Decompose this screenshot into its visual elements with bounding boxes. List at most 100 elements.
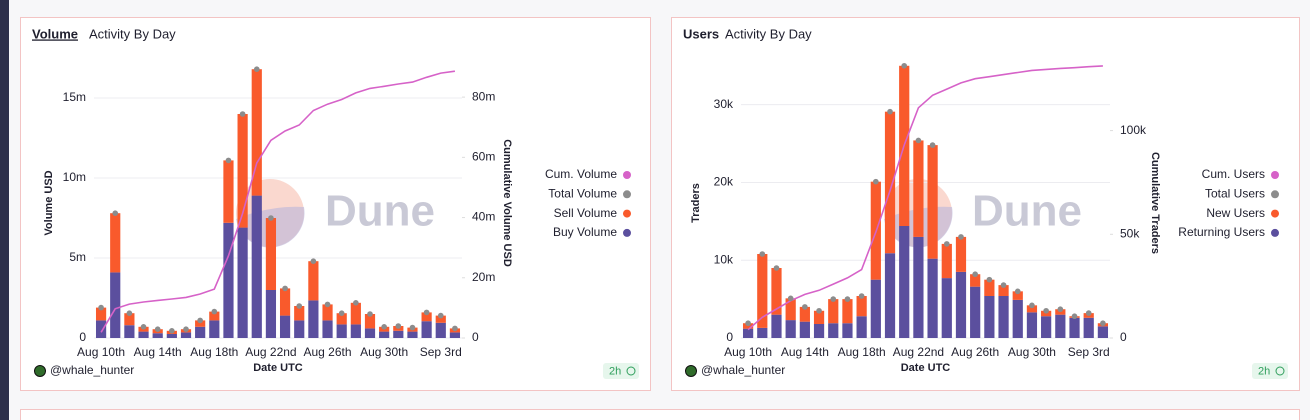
total-dot — [901, 62, 908, 69]
bar — [1097, 326, 1109, 338]
legend-swatch — [1271, 209, 1279, 218]
x-tick-label: Aug 30th — [1008, 345, 1056, 359]
bar — [998, 285, 1009, 296]
age-icon — [626, 366, 636, 376]
bar — [251, 69, 262, 196]
total-dot — [367, 311, 373, 317]
bar — [813, 324, 825, 338]
x-tick-label: Aug 30th — [360, 345, 408, 359]
bar — [955, 236, 967, 272]
age: 2h — [1258, 365, 1270, 377]
bar — [322, 304, 333, 321]
total-dot — [759, 251, 766, 257]
legend-swatch — [623, 190, 631, 199]
total-dot — [787, 295, 794, 302]
y-axis-title: Traders — [690, 183, 702, 223]
y-tick-label: 20k — [714, 175, 734, 189]
total-dot — [423, 309, 430, 316]
total-dot — [1057, 306, 1064, 313]
legend-label: New Users — [1206, 206, 1265, 220]
y-tick-label: 30k — [714, 97, 734, 111]
total-dot — [1000, 282, 1007, 288]
x-tick-label: Aug 10th — [77, 345, 125, 359]
total-dot — [381, 324, 387, 330]
watermark: Dune — [325, 187, 435, 236]
total-dot — [929, 142, 936, 148]
bar — [124, 325, 135, 338]
bar — [884, 111, 896, 254]
bar — [350, 302, 361, 325]
total-dot — [395, 323, 402, 329]
x-tick-label: Aug 22nd — [245, 345, 296, 359]
bar — [785, 298, 796, 321]
x-tick-label: Sep 3rd — [1068, 345, 1110, 359]
legend-label: Cum. Volume — [545, 167, 617, 181]
total-dot — [1085, 310, 1092, 316]
y-tick-label: 0 — [79, 330, 86, 344]
x-tick-label: Aug 26th — [951, 345, 999, 359]
x-axis-title: Date UTC — [253, 362, 303, 374]
bar — [124, 313, 135, 326]
bar — [970, 286, 981, 338]
total-dot — [887, 108, 893, 115]
bar — [251, 195, 262, 338]
y-axis-title: Volume USD — [43, 170, 55, 235]
legend-swatch — [623, 171, 631, 179]
bar — [771, 268, 782, 315]
watermark: Dune — [972, 187, 1082, 236]
chart-title: Volume — [32, 26, 78, 41]
bar — [95, 320, 107, 338]
legend-swatch — [623, 228, 631, 237]
bar — [955, 271, 967, 338]
bar — [1069, 317, 1080, 338]
bar — [308, 261, 319, 301]
bar — [279, 288, 291, 316]
bar — [407, 331, 418, 338]
y-tick-label: 15m — [63, 90, 86, 104]
bar — [421, 321, 432, 338]
y2-tick-label: 20m — [472, 270, 495, 284]
bar — [110, 272, 121, 338]
total-dot — [972, 271, 978, 278]
y-tick-label: 0 — [726, 330, 733, 344]
bar — [842, 299, 853, 324]
total-dot — [197, 317, 203, 324]
legend-swatch — [1271, 190, 1279, 199]
age: 2h — [609, 365, 621, 377]
bar — [970, 274, 981, 287]
y2-tick-label: 80m — [472, 89, 495, 103]
bar — [421, 312, 432, 322]
bar — [828, 323, 839, 338]
total-dot — [126, 310, 133, 317]
total-dot — [353, 300, 359, 306]
legend-label: Returning Users — [1178, 225, 1265, 239]
bar — [223, 222, 234, 338]
total-dot — [154, 326, 161, 333]
total-dot — [816, 307, 822, 314]
bar — [110, 213, 121, 273]
legend-swatch — [1271, 228, 1279, 237]
total-dot — [338, 310, 345, 317]
bar — [209, 311, 220, 321]
y2-tick-label: 0 — [1120, 330, 1127, 344]
bar — [237, 114, 248, 228]
total-dot — [873, 178, 879, 185]
bar — [350, 324, 361, 338]
legend-swatch — [623, 209, 631, 218]
bar — [364, 328, 376, 338]
total-dot — [452, 325, 458, 332]
bar — [364, 314, 376, 329]
card — [20, 409, 1300, 420]
y2-tick-label: 100k — [1120, 123, 1147, 137]
bar — [379, 331, 390, 338]
total-dot — [324, 301, 331, 308]
bar — [1012, 291, 1023, 300]
x-tick-label: Aug 18th — [190, 345, 238, 359]
legend-label: Total Volume — [548, 186, 617, 200]
y2-axis-title: Cumulative Volume USD — [501, 139, 513, 267]
total-dot — [282, 285, 288, 292]
total-dot — [773, 265, 780, 271]
x-tick-label: Aug 18th — [838, 345, 886, 359]
bar — [984, 296, 995, 338]
